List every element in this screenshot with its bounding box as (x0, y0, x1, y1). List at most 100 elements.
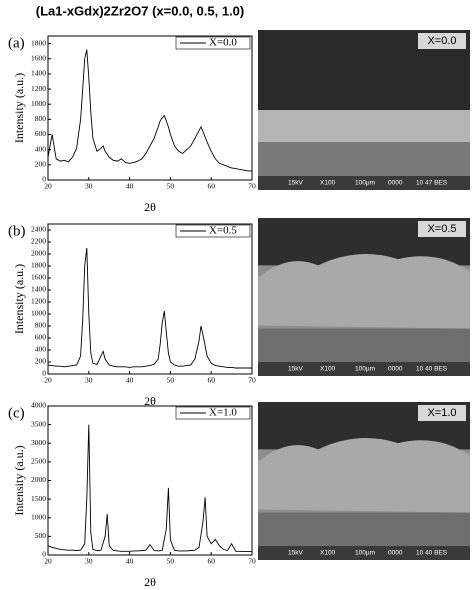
x-tick-label: 30 (85, 557, 93, 566)
sem-coating (258, 110, 470, 142)
y-tick-label: 200 (35, 357, 47, 366)
sem-info-text: 100μm (355, 180, 375, 187)
y-tick-label: 0 (42, 369, 46, 378)
sem-label: X=1.0 (427, 407, 456, 419)
sem-info-text: 10 40 BES (416, 366, 448, 373)
y-axis-label: Intensity (a.u.) (12, 445, 26, 515)
x-tick-label: 70 (248, 376, 256, 385)
y-tick-label: 0 (42, 550, 46, 559)
x-axis-label: 2θ (144, 394, 156, 408)
y-tick-label: 3000 (31, 438, 46, 447)
sem-image: 15kV X100 100μm 0000 10 47 BES X=0.0 (258, 30, 470, 190)
y-tick-label: 1400 (31, 69, 46, 78)
y-axis-label: Intensity (a.u.) (12, 264, 26, 334)
spectrum-line (47, 49, 252, 172)
legend-box (175, 224, 251, 238)
x-tick-label: 30 (85, 182, 93, 191)
sem-info-text: 0000 (388, 180, 403, 187)
sem-image: 15kV X100 100μm 0000 10 40 BES X=1.0 (258, 402, 470, 560)
sem-info-text: X100 (320, 550, 336, 557)
x-tick-label: 70 (248, 182, 256, 191)
legend-label: X=0.5 (209, 225, 237, 237)
sem-info-text: 10 40 BES (416, 550, 448, 557)
x-tick-label: 70 (248, 557, 256, 566)
y-tick-label: 2000 (31, 249, 46, 258)
x-tick-label: 30 (85, 376, 93, 385)
legend-label: X=0.0 (209, 37, 237, 49)
sem-info-text: 100μm (355, 366, 375, 373)
sem-info-text: 100μm (355, 550, 375, 557)
legend-box (175, 36, 251, 50)
y-tick-label: 1400 (31, 285, 46, 294)
panel-label: (a) (8, 35, 25, 51)
y-tick-label: 0 (42, 175, 46, 184)
sem-coating (258, 438, 470, 513)
x-tick-label: 60 (207, 557, 215, 566)
x-tick-label: 20 (44, 557, 52, 566)
x-tick-label: 50 (167, 557, 175, 566)
y-axis-label: Intensity (a.u.) (12, 73, 26, 143)
sem-image: 15kV X100 100μm 0000 10 40 BES X=0.5 (258, 218, 470, 376)
sem-label: X=0.0 (427, 35, 456, 47)
sem-info-text: 0000 (388, 550, 403, 557)
y-tick-label: 2500 (31, 457, 46, 466)
panel-label: (b) (8, 223, 26, 239)
panel-label: (c) (8, 405, 25, 421)
y-tick-label: 800 (35, 321, 47, 330)
plot-frame (47, 35, 253, 181)
y-tick-label: 600 (35, 129, 47, 138)
x-tick-label: 50 (167, 376, 175, 385)
sem-info-text: 15kV (288, 366, 303, 373)
sem-coating (258, 254, 470, 329)
y-tick-label: 1800 (31, 38, 46, 47)
x-tick-label: 20 (44, 376, 52, 385)
y-tick-label: 1200 (31, 297, 46, 306)
sem-info-text: 15kV (288, 180, 303, 187)
y-tick-label: 3500 (31, 419, 46, 428)
plot-frame (47, 405, 253, 556)
x-tick-label: 50 (167, 182, 175, 191)
x-tick-label: 60 (207, 376, 215, 385)
sem-info-text: X100 (320, 366, 336, 373)
sem-info-text: 0000 (388, 366, 403, 373)
sem-info-text: X100 (320, 180, 336, 187)
y-tick-label: 2200 (31, 237, 46, 246)
sem-info-text: 10 47 BES (416, 180, 448, 187)
figure-title: (La1-xGdx)2Zr2O7 (x=0.0, 0.5, 1.0) (36, 3, 244, 18)
sem-info-bar (258, 546, 470, 560)
sem-label-box (418, 33, 466, 49)
sem-label: X=0.5 (427, 223, 456, 235)
y-tick-label: 1000 (31, 309, 46, 318)
y-tick-label: 400 (35, 345, 47, 354)
y-tick-label: 1000 (31, 512, 46, 521)
x-tick-label: 40 (126, 182, 134, 191)
y-tick-label: 1600 (31, 53, 46, 62)
y-tick-label: 1800 (31, 261, 46, 270)
y-tick-label: 200 (35, 160, 47, 169)
sem-label-box (418, 405, 466, 421)
y-tick-label: 400 (35, 144, 47, 153)
y-tick-label: 500 (35, 531, 47, 540)
sem-info-text: 15kV (288, 550, 303, 557)
y-tick-label: 800 (35, 114, 47, 123)
x-tick-label: 40 (126, 557, 134, 566)
x-tick-label: 60 (207, 182, 215, 191)
y-tick-label: 1600 (31, 273, 46, 282)
y-tick-label: 1500 (31, 494, 46, 503)
sem-label-box (418, 221, 466, 237)
y-tick-label: 2000 (31, 475, 46, 484)
y-tick-label: 2400 (31, 225, 46, 234)
x-axis-label: 2θ (144, 575, 156, 589)
y-tick-label: 4000 (31, 401, 46, 410)
sem-info-bar (258, 362, 470, 376)
x-tick-label: 20 (44, 182, 52, 191)
y-tick-label: 600 (35, 333, 47, 342)
x-axis-label: 2θ (144, 200, 156, 214)
plot-frame (47, 223, 253, 375)
legend-label: X=1.0 (209, 407, 237, 419)
sem-info-bar (258, 176, 470, 190)
y-tick-label: 1000 (31, 99, 46, 108)
x-tick-label: 40 (126, 376, 134, 385)
